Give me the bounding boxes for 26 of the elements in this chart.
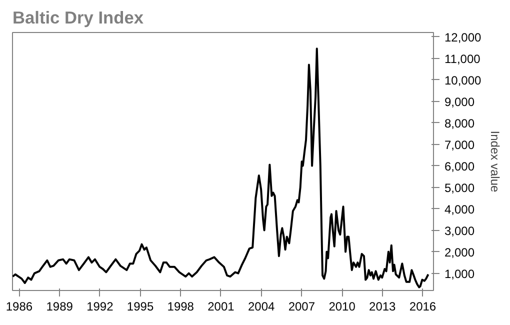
y-tick-label: 2,000 [444, 245, 475, 260]
y-tick-label: 4,000 [444, 202, 475, 216]
y-tick-label: 3,000 [444, 224, 475, 238]
y-tick-label: 6,000 [444, 159, 475, 174]
y-tick-label: 1,000 [444, 266, 475, 281]
x-tick-label: 2013 [369, 300, 396, 314]
x-tick-label: 1986 [6, 300, 33, 314]
x-tick-label: 1989 [46, 300, 74, 314]
y-tick-label: 12,000 [444, 30, 482, 44]
x-tick-label: 2010 [328, 300, 356, 314]
y-tick-label: 7,000 [444, 138, 475, 152]
y-tick-label: 5,000 [444, 180, 475, 195]
x-tick-label: 1992 [86, 300, 114, 314]
y-tick-label: 8,000 [444, 116, 475, 130]
x-tick-label: 2016 [409, 300, 436, 314]
line-series [12, 48, 430, 288]
x-tick-label: 2001 [208, 300, 235, 314]
chart-title: Baltic Dry Index [12, 8, 144, 28]
y-tick-label: 9,000 [444, 94, 475, 109]
x-tick-label: 2007 [288, 300, 316, 314]
x-tick-label: 1998 [167, 300, 194, 314]
x-tick-label: 1995 [126, 300, 154, 314]
y-tick-label: 11,000 [444, 52, 481, 66]
y-axis-title: Index value [488, 130, 502, 193]
y-tick-label: 10,000 [444, 73, 482, 88]
x-tick-label: 2004 [248, 300, 276, 314]
